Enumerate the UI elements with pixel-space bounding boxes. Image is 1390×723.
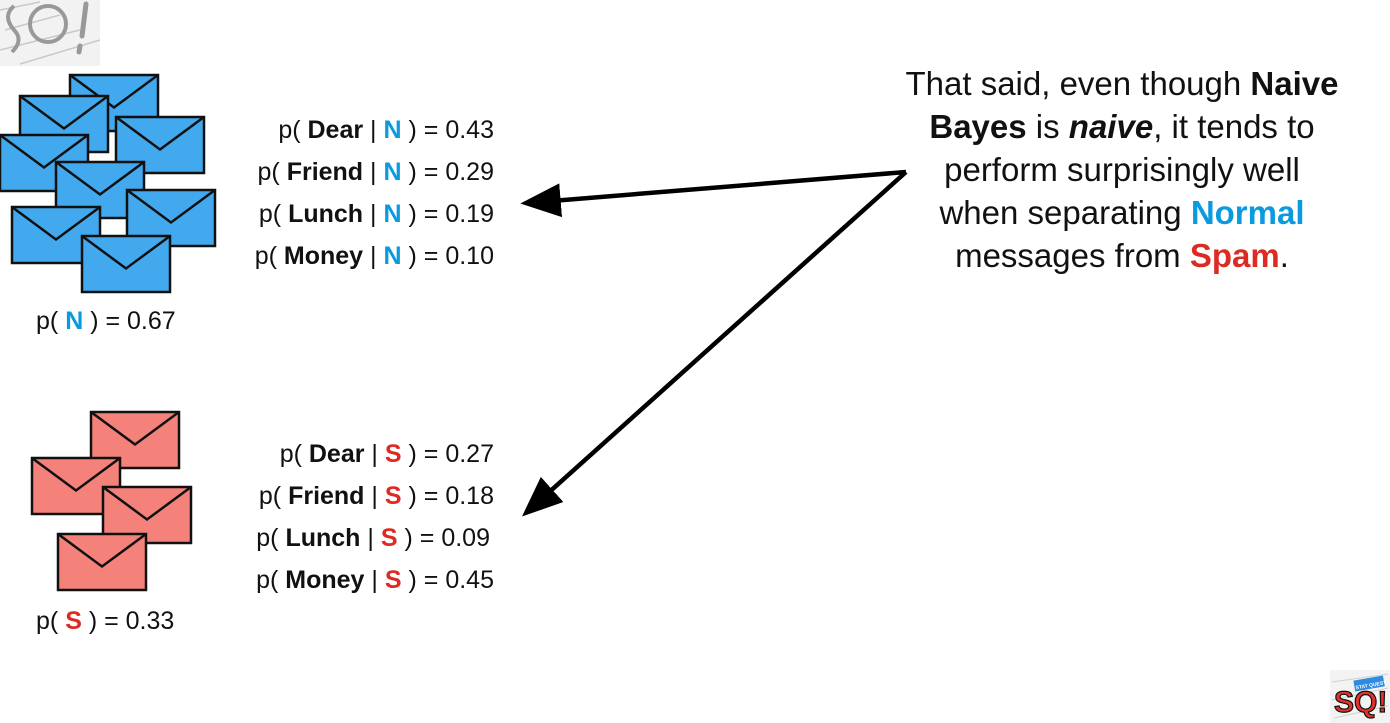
prob-prefix: p( (258, 482, 282, 510)
prob-suffix: ) = 0.29 (408, 158, 494, 186)
statquest-logo-icon: SQ! STAT QUEST (1330, 670, 1390, 723)
given-separator: | (371, 566, 378, 594)
word-label: Lunch (285, 524, 361, 552)
spam-likelihood-row: p(Money | S) = 0.45 (256, 565, 494, 595)
class-label: S (384, 566, 402, 594)
normal-likelihood-row: p(Dear | N) = 0.43 (278, 115, 494, 145)
class-label: N (383, 158, 402, 186)
prob-prefix: p( (256, 566, 279, 594)
logo-tag-text: STAT QUEST (1355, 680, 1387, 691)
given-separator: | (370, 200, 377, 228)
prob-prefix: p( (254, 242, 277, 270)
spam-envelope-stack (30, 410, 193, 592)
prob-suffix: ) = 0.19 (408, 200, 494, 228)
given-separator: | (370, 158, 377, 186)
prob-suffix: ) = 0.18 (408, 482, 494, 510)
spam-likelihood-row: p(Dear | S) = 0.27 (280, 439, 494, 469)
prob-suffix: ) = 0.45 (408, 566, 494, 594)
prob-prefix: p( (279, 440, 302, 468)
word-label: Friend (288, 482, 365, 510)
normal-likelihood-row: p(Lunch | N) = 0.19 (259, 199, 494, 229)
normal-likelihood-row: p(Money | N) = 0.10 (255, 241, 494, 271)
word-label: Money (285, 566, 365, 594)
word-label: Dear (308, 440, 365, 468)
prob-suffix: ) = 0.43 (408, 116, 494, 144)
spam-prior: p(S) = 0.33 (36, 607, 175, 635)
class-label: S (384, 482, 402, 510)
normal-prior: p(N) = 0.67 (36, 307, 176, 335)
logo-big-text: SQ! (1334, 686, 1387, 719)
given-separator: | (371, 482, 378, 510)
class-label: N (383, 200, 402, 228)
word-label: Friend (286, 158, 364, 186)
envelope-icon (80, 234, 172, 294)
prob-prefix: p( (258, 200, 282, 228)
word-label: Lunch (288, 200, 364, 228)
class-label: N (383, 116, 402, 144)
given-separator: | (371, 440, 378, 468)
prob-suffix: ) = 0.09 (404, 524, 490, 552)
given-separator: | (370, 242, 377, 270)
class-label: N (383, 242, 402, 270)
given-separator: | (370, 116, 377, 144)
class-label: S (380, 524, 398, 552)
spam-likelihood-row: p(Lunch | S) = 0.09 (256, 523, 490, 553)
normal-envelope-stack (0, 73, 217, 294)
envelope-icon (56, 532, 148, 592)
word-label: Money (283, 242, 364, 270)
prob-suffix: ) = 0.10 (408, 242, 494, 270)
callout-text: That said, even though Naive Bayes is na… (905, 65, 1339, 274)
word-label: Dear (307, 116, 364, 144)
prob-prefix: p( (278, 116, 301, 144)
prob-prefix: p( (257, 158, 280, 186)
spam-likelihood-row: p(Friend | S) = 0.18 (259, 481, 494, 511)
arrow-to-normal-icon (520, 169, 907, 218)
given-separator: | (367, 524, 374, 552)
prob-suffix: ) = 0.27 (408, 440, 494, 468)
arrow-to-spam-icon (521, 170, 908, 517)
normal-likelihood-row: p(Friend | N) = 0.29 (258, 157, 495, 187)
prob-prefix: p( (256, 524, 279, 552)
class-label: S (384, 440, 402, 468)
statquest-logo-corner-icon (0, 0, 101, 66)
